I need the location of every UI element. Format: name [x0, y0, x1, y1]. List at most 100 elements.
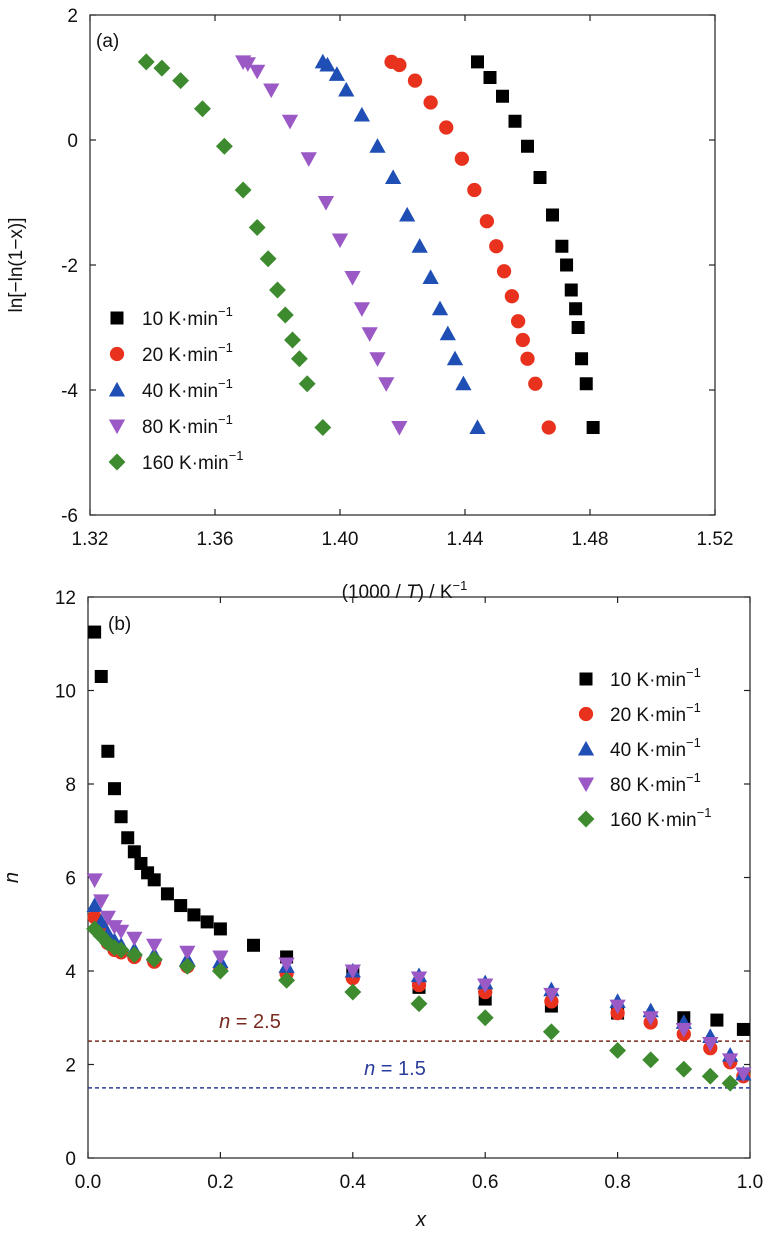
- data-point: [317, 196, 335, 211]
- data-point: [187, 908, 201, 922]
- data-point: [476, 1009, 494, 1027]
- panel-a: 1.32 1.36 1.40 1.44 1.48 1.52 -6 -4 -2 0 2 (a) (1000…: [6, 6, 733, 603]
- data-point: [721, 1074, 739, 1092]
- data-point: [736, 1022, 750, 1036]
- y-axis-label: n: [1, 872, 23, 883]
- data-point: [722, 1053, 739, 1068]
- panel-label: (b): [108, 614, 131, 635]
- data-point: [431, 300, 449, 316]
- y-tick-label: 6: [65, 869, 76, 890]
- data-point: [101, 744, 115, 758]
- data-point: [344, 271, 361, 286]
- data-point: [215, 137, 233, 155]
- series-2: [384, 54, 556, 435]
- data-point: [361, 327, 378, 342]
- data-point: [369, 352, 386, 367]
- data-point: [642, 1011, 659, 1026]
- x-tick-label: 1.40: [322, 529, 359, 550]
- data-point: [710, 1013, 724, 1027]
- data-point: [701, 1067, 719, 1085]
- data-point: [212, 950, 229, 966]
- x-tick-label: 1.44: [447, 529, 484, 550]
- data-point: [331, 233, 349, 249]
- data-point: [147, 873, 161, 887]
- legend-marker: [110, 311, 124, 325]
- data-point: [114, 810, 128, 824]
- plot-frame: [89, 14, 716, 516]
- legend-label: 80 K·min−1: [610, 770, 701, 796]
- y-tick-label: 8: [65, 775, 76, 796]
- data-point: [99, 910, 116, 926]
- data-point: [508, 114, 522, 128]
- legend-label: 20 K·min−1: [610, 700, 701, 726]
- legend-marker: [577, 740, 595, 756]
- data-point: [194, 100, 211, 118]
- data-point: [455, 375, 472, 391]
- data-point: [234, 181, 252, 199]
- data-point: [263, 83, 280, 99]
- data-point: [575, 352, 589, 366]
- data-point: [496, 264, 512, 279]
- data-point: [107, 782, 121, 796]
- data-point: [642, 1051, 660, 1069]
- data-point: [579, 377, 593, 391]
- legend: 10 K·min−1 20 K·min−1 40 K·min−1 80 K·min−1…: [577, 665, 711, 831]
- legend-label: 40 K·min−1: [142, 376, 233, 402]
- data-point: [469, 419, 486, 434]
- data-point: [278, 957, 295, 973]
- data-point: [338, 81, 355, 97]
- legend-marker: [108, 419, 126, 435]
- data-point: [411, 238, 428, 253]
- data-point: [178, 957, 196, 975]
- data-point: [281, 114, 299, 130]
- legend: 10 K·min−1 20 K·min−1 40 K·min−1 80 K·min−1…: [108, 304, 243, 474]
- data-point: [145, 950, 163, 968]
- data-point: [385, 169, 402, 184]
- data-point: [86, 897, 103, 913]
- data-point: [569, 302, 583, 316]
- data-point: [477, 978, 494, 994]
- data-point: [369, 138, 386, 153]
- data-point: [278, 971, 296, 989]
- y-tick-label: 4: [65, 962, 76, 983]
- data-point: [735, 1067, 752, 1082]
- data-point: [200, 915, 214, 929]
- data-point: [259, 250, 277, 268]
- legend-marker: [579, 672, 593, 686]
- y-tick-label: -2: [61, 256, 78, 277]
- legend-label: 20 K·min−1: [142, 340, 233, 366]
- data-point: [528, 376, 543, 391]
- data-point: [609, 1042, 627, 1059]
- y-tick-label: -4: [61, 381, 78, 402]
- data-point: [344, 964, 361, 980]
- legend-marker: [577, 810, 595, 828]
- panel-label: (a): [96, 31, 119, 52]
- legend-label: 40 K·min−1: [610, 735, 701, 761]
- data-point: [172, 72, 190, 90]
- data-point: [483, 71, 497, 84]
- data-point: [479, 214, 495, 229]
- data-point: [137, 53, 155, 71]
- data-point: [515, 332, 530, 348]
- legend-marker: [109, 346, 125, 362]
- data-point: [300, 152, 317, 167]
- data-point: [211, 962, 229, 980]
- legend-label: 10 K·min−1: [142, 304, 233, 330]
- x-tick-label: 1.32: [72, 529, 109, 550]
- x-tick-label: 1.52: [697, 529, 734, 550]
- data-point: [446, 350, 464, 366]
- data-point: [410, 995, 428, 1013]
- data-point: [384, 54, 399, 70]
- data-point: [407, 73, 423, 88]
- data-point: [504, 289, 520, 304]
- data-point: [510, 314, 526, 329]
- data-point: [86, 920, 104, 938]
- legend-label: 10 K·min−1: [610, 665, 701, 691]
- x-tick-label: 0.2: [207, 1172, 233, 1193]
- data-point: [235, 55, 252, 70]
- data-point: [560, 258, 574, 272]
- data-point: [675, 1022, 692, 1038]
- data-point: [314, 53, 331, 69]
- reference-line-label: n = 2.5: [219, 1011, 281, 1033]
